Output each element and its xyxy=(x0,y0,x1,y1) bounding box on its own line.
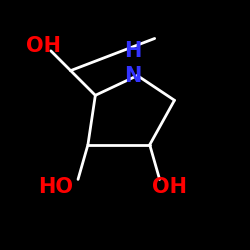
Text: HO: HO xyxy=(38,177,73,197)
Text: N: N xyxy=(124,66,141,86)
Text: OH: OH xyxy=(152,177,187,197)
Text: OH: OH xyxy=(26,36,61,56)
Text: H: H xyxy=(124,41,141,61)
